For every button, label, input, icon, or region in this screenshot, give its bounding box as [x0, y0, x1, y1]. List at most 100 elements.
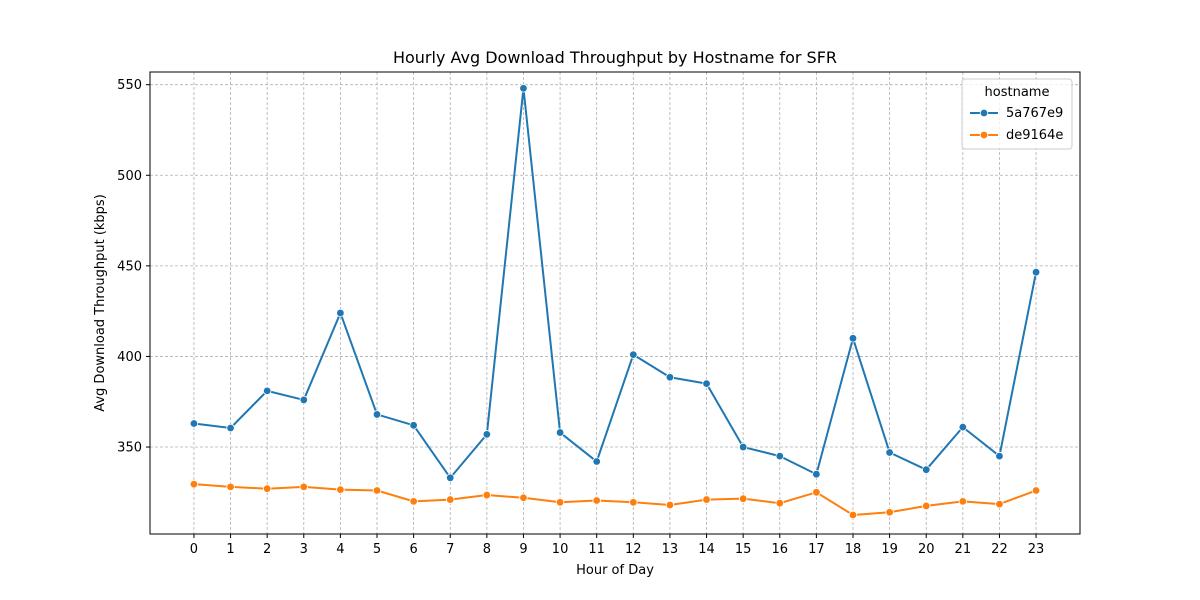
- data-point: [336, 485, 345, 494]
- chart-title: Hourly Avg Download Throughput by Hostna…: [393, 48, 837, 67]
- data-point: [372, 410, 382, 419]
- x-tick-label: 21: [955, 542, 972, 557]
- series-line: [193, 483, 1037, 516]
- data-point: [1031, 268, 1041, 277]
- legend-marker: [979, 108, 989, 118]
- data-point: [592, 496, 601, 505]
- legend: hostname 5a767e9 de9164e: [961, 78, 1073, 150]
- data-point: [812, 488, 821, 497]
- legend-entry: 5a767e9: [970, 106, 1063, 121]
- x-tick-label: 9: [519, 542, 527, 557]
- x-tick-label: 15: [735, 542, 752, 557]
- data-point: [702, 379, 711, 388]
- legend-marker: [979, 130, 989, 140]
- legend-entry: de9164e: [970, 128, 1063, 143]
- data-point: [848, 510, 858, 520]
- data-point: [519, 84, 528, 93]
- data-point: [958, 497, 968, 506]
- data-point: [665, 373, 675, 382]
- data-point: [812, 470, 821, 479]
- data-point: [372, 486, 382, 495]
- data-point: [226, 423, 235, 433]
- x-tick-label: 8: [483, 542, 491, 557]
- data-point: [555, 428, 565, 437]
- x-tick-label: 5: [373, 542, 381, 557]
- series-5a767e9: [189, 84, 1041, 483]
- x-tick-label: 14: [698, 542, 715, 557]
- data-point: [958, 422, 968, 432]
- data-point: [189, 479, 199, 489]
- x-axis: 0 1 2 3 4 5 6 7 8 9 10 11 12 13 14 15 16 17 18 19 20 21 22 23: [190, 534, 1045, 557]
- data-point: [555, 498, 565, 507]
- data-point: [885, 508, 894, 517]
- data-point: [446, 473, 455, 483]
- data-point: [885, 448, 894, 457]
- x-tick-label: 12: [625, 542, 642, 557]
- data-point: [226, 482, 235, 492]
- legend-title: hostname: [985, 85, 1050, 100]
- x-tick-label: 17: [808, 542, 825, 557]
- data-point: [775, 451, 784, 461]
- y-tick-label: 500: [117, 169, 142, 184]
- x-tick-label: 6: [409, 542, 417, 557]
- data-point: [299, 395, 308, 405]
- data-point: [995, 451, 1004, 461]
- data-point: [592, 457, 601, 466]
- legend-label: 5a767e9: [1006, 106, 1063, 121]
- data-point: [262, 386, 272, 396]
- data-point: [665, 500, 675, 510]
- data-point: [446, 495, 455, 504]
- data-point: [738, 442, 748, 452]
- data-point: [922, 501, 931, 511]
- y-axis-label: Avg Download Throughput (kbps): [93, 194, 108, 412]
- series-de9164e: [189, 479, 1041, 520]
- data-point: [848, 334, 858, 343]
- x-tick-label: 18: [845, 542, 862, 557]
- legend-box: [961, 78, 1073, 150]
- x-tick-label: 4: [336, 542, 344, 557]
- x-tick-label: 20: [918, 542, 935, 557]
- data-point: [775, 499, 784, 508]
- x-tick-label: 3: [300, 542, 308, 557]
- y-tick-label: 350: [117, 441, 142, 456]
- legend-entries: 5a767e9 de9164e: [970, 106, 1063, 143]
- data-point: [738, 494, 748, 503]
- x-tick-label: 23: [1028, 542, 1045, 557]
- data-point: [629, 498, 638, 507]
- x-tick-label: 22: [991, 542, 1008, 557]
- x-tick-label: 11: [588, 542, 605, 557]
- series-line: [193, 87, 1038, 479]
- y-tick-label: 400: [117, 350, 142, 365]
- x-tick-label: 2: [263, 542, 271, 557]
- y-tick-label: 450: [117, 259, 142, 274]
- data-point: [262, 484, 272, 493]
- x-tick-label: 10: [552, 542, 569, 557]
- x-tick-label: 0: [190, 542, 198, 557]
- data-point: [519, 493, 528, 502]
- y-tick-label: 550: [117, 78, 142, 93]
- x-axis-label: Hour of Day: [576, 563, 654, 578]
- data-point: [629, 350, 638, 359]
- x-tick-label: 1: [226, 542, 234, 557]
- data-point: [995, 499, 1004, 509]
- data-point: [482, 430, 492, 439]
- plot-area-frame: [149, 71, 1081, 535]
- data-point: [299, 482, 308, 492]
- x-tick-label: 7: [446, 542, 454, 557]
- data-point: [922, 465, 931, 474]
- data-point: [409, 421, 418, 430]
- x-tick-label: 13: [662, 542, 679, 557]
- data-point: [1031, 486, 1041, 495]
- data-point: [189, 419, 199, 428]
- grid-lines: [150, 72, 1080, 534]
- series-lines: [189, 84, 1041, 520]
- legend-label: de9164e: [1006, 128, 1063, 143]
- x-tick-label: 19: [881, 542, 898, 557]
- x-tick-label: 16: [771, 542, 788, 557]
- data-point: [702, 495, 711, 504]
- data-point: [409, 497, 418, 506]
- data-point: [482, 490, 492, 500]
- y-axis: 350 400 450 500 550: [117, 78, 150, 456]
- data-point: [336, 308, 345, 318]
